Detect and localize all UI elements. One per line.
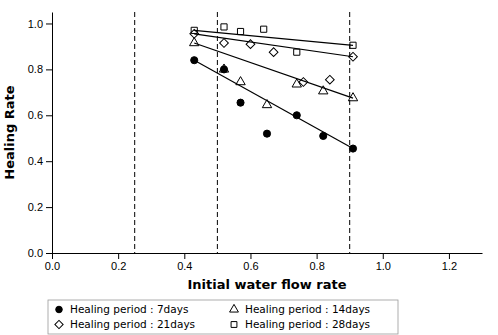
x-axis-tick: 0.6 bbox=[243, 253, 258, 272]
point bbox=[263, 130, 270, 137]
point bbox=[221, 24, 227, 30]
y-axis-tick-label: 0.0 bbox=[28, 247, 43, 259]
y-axis-tick: 0.4 bbox=[28, 155, 52, 167]
legend-frame bbox=[48, 300, 398, 334]
y-axis-tick: 0.6 bbox=[28, 109, 52, 121]
legend-label: Healing period : 21days bbox=[70, 318, 195, 330]
y-axis-tick-label: 0.8 bbox=[28, 63, 43, 75]
x-axis-line bbox=[53, 253, 483, 254]
y-axis-tick-mark bbox=[46, 207, 52, 208]
x-axis-tick: 1.0 bbox=[376, 253, 391, 272]
x-axis-tick-label: 0.8 bbox=[309, 260, 324, 272]
legend-item: Healing period : 14days bbox=[230, 303, 371, 315]
x-axis-tick: 0.2 bbox=[111, 253, 126, 272]
x-axis-tick: 0.4 bbox=[177, 253, 192, 272]
point bbox=[269, 48, 278, 57]
x-axis-tick-mark bbox=[184, 253, 185, 259]
trend-line bbox=[194, 43, 353, 98]
chart: 0.0 0.2 0.4 0.6 0.8 1.0 1.2 0.0 0.2 0.4 0.6 0.8 1.0 I… bbox=[0, 0, 498, 335]
x-axis-tick-label: 0.0 bbox=[45, 260, 60, 272]
series bbox=[190, 29, 357, 86]
legend-item: Healing period : 21days bbox=[55, 318, 195, 330]
point bbox=[236, 77, 245, 85]
point bbox=[191, 27, 197, 33]
x-axis-tick-label: 0.2 bbox=[111, 260, 126, 272]
x-axis-tick: 0.8 bbox=[309, 253, 324, 272]
x-axis: 0.0 0.2 0.4 0.6 0.8 1.0 1.2 bbox=[45, 253, 483, 272]
point bbox=[349, 145, 356, 152]
y-axis-tick: 1.0 bbox=[28, 17, 52, 29]
y-axis-tick-mark bbox=[46, 69, 52, 70]
y-axis: 0.0 0.2 0.4 0.6 0.8 1.0 bbox=[28, 13, 53, 260]
point bbox=[220, 39, 229, 48]
point bbox=[261, 26, 267, 32]
legend-label: Healing period : 14days bbox=[245, 303, 370, 315]
x-axis-tick-mark bbox=[317, 253, 318, 259]
point bbox=[262, 100, 271, 108]
x-axis-tick-mark bbox=[250, 253, 251, 259]
y-axis-tick: 0.0 bbox=[28, 247, 52, 259]
y-axis-tick-label: 0.4 bbox=[28, 155, 43, 167]
trend-line bbox=[194, 30, 353, 45]
x-axis-tick-label: 1.0 bbox=[376, 260, 391, 272]
point bbox=[294, 49, 300, 55]
legend-label: Healing period : 7days bbox=[70, 303, 188, 315]
y-axis-tick: 0.2 bbox=[28, 201, 52, 213]
point bbox=[191, 57, 198, 64]
point bbox=[219, 64, 228, 72]
point bbox=[349, 52, 358, 61]
y-axis-tick: 0.8 bbox=[28, 63, 52, 75]
point bbox=[350, 42, 356, 48]
point bbox=[237, 99, 244, 106]
y-axis-tick-mark bbox=[46, 23, 52, 24]
legend-item: Healing period : 7days bbox=[56, 303, 189, 315]
point bbox=[299, 78, 308, 87]
point bbox=[320, 132, 327, 139]
series bbox=[190, 38, 358, 108]
point bbox=[319, 86, 328, 94]
x-axis-tick: 1.2 bbox=[442, 253, 457, 272]
legend-symbol bbox=[230, 304, 239, 312]
y-axis-title: Healing Rate bbox=[2, 85, 17, 179]
point bbox=[348, 93, 357, 101]
point bbox=[237, 28, 243, 34]
y-axis-line bbox=[52, 13, 53, 254]
marks bbox=[135, 12, 358, 253]
x-axis-tick-mark bbox=[118, 253, 119, 259]
legend-label: Healing period : 28days bbox=[245, 318, 370, 330]
y-axis-tick-mark bbox=[46, 115, 52, 116]
x-axis-tick-label: 0.4 bbox=[177, 260, 192, 272]
legend-symbol bbox=[231, 322, 237, 328]
vline bbox=[134, 12, 135, 253]
x-axis-tick-label: 1.2 bbox=[442, 260, 457, 272]
x-axis-tick-mark bbox=[383, 253, 384, 259]
y-axis-tick-mark bbox=[46, 253, 52, 254]
x-axis-tick-label: 0.6 bbox=[243, 260, 258, 272]
y-axis-tick-label: 1.0 bbox=[28, 17, 43, 29]
x-axis-tick: 0.0 bbox=[45, 253, 60, 272]
point bbox=[293, 112, 300, 119]
y-axis-tick-label: 0.6 bbox=[28, 109, 43, 121]
x-axis-tick-mark bbox=[52, 253, 53, 259]
legend: Healing period : 7days Healing period : 1… bbox=[48, 300, 398, 334]
plot-area: 0.0 0.2 0.4 0.6 0.8 1.0 1.2 0.0 0.2 0.4 0.6 0.8 1.0 bbox=[28, 12, 483, 272]
trend-line bbox=[194, 60, 353, 148]
series bbox=[191, 24, 356, 55]
x-axis-tick-mark bbox=[449, 253, 450, 259]
vlines bbox=[135, 12, 350, 253]
legend-item: Healing period : 28days bbox=[231, 318, 370, 330]
y-axis-tick-label: 0.2 bbox=[28, 201, 43, 213]
point bbox=[246, 40, 255, 49]
legend-symbol bbox=[55, 320, 63, 328]
vline bbox=[217, 12, 218, 253]
x-axis-title: Initial water flow rate bbox=[187, 277, 346, 292]
y-axis-tick-mark bbox=[46, 161, 52, 162]
legend-symbol bbox=[56, 306, 63, 313]
point bbox=[325, 75, 334, 84]
